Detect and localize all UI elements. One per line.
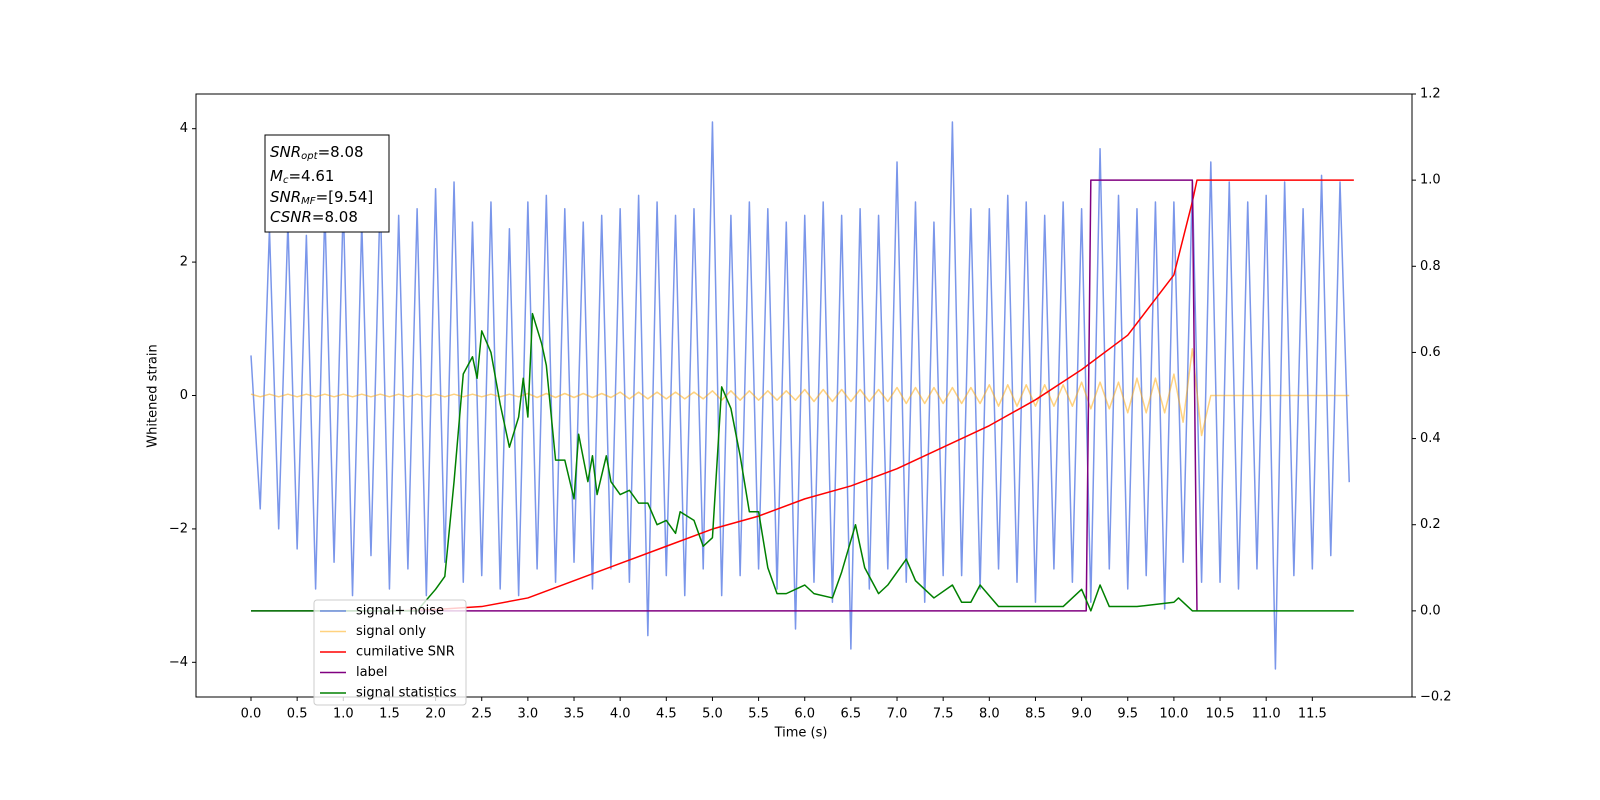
legend-label: signal statistics [356,686,457,701]
x-tick-label: 7.0 [887,707,908,722]
legend-label: label [356,665,387,680]
x-tick-label: 1.5 [379,707,400,722]
y2-tick-label: 0.8 [1420,259,1441,274]
x-tick-label: 4.5 [656,707,677,722]
x-tick-label: 5.5 [748,707,769,722]
annotation-text: Mc=4.61 [270,167,334,187]
y2-tick-label: 0.6 [1420,345,1441,360]
y-tick-label: −2 [169,521,188,536]
y2-tick-label: 0.2 [1420,517,1441,532]
legend-box [313,599,467,706]
x-tick-label: 0.5 [287,707,308,722]
y-tick-label: 2 [180,255,188,270]
legend-label: cumilative SNR [356,645,455,660]
series-line [251,179,1198,612]
y2-tick-label: 1.2 [1420,87,1441,102]
series-line [250,348,1350,437]
annotation-symbol: SNR [270,143,301,161]
x-tick-label: 6.5 [841,707,862,722]
x-axis-label: Time (s) [774,726,828,741]
x-tick-label: 11.0 [1252,707,1281,722]
x-tick-label: 2.0 [425,707,446,722]
y2-tick-label: 0.0 [1420,603,1441,618]
y-axis-label: Whitened strain [146,344,161,447]
x-tick-label: 6.0 [794,707,815,722]
annotation-value: =[9.54] [316,188,374,206]
plot-frame [195,93,1413,698]
x-tick-label: 8.0 [979,707,1000,722]
annotation-symbol: SNR [270,188,301,206]
y-tick-label: −4 [169,655,188,670]
y-tick-label: 0 [180,388,188,403]
annotation-box [264,134,390,233]
annotation-symbol: CSNR [270,208,312,226]
annotation-text: SNRMF=[9.54] [270,188,373,208]
annotation-subscript: opt [301,151,318,162]
legend-label: signal+ noise [356,604,444,619]
x-tick-label: 0.0 [241,707,262,722]
x-tick-label: 11.5 [1298,707,1327,722]
x-tick-label: 9.0 [1071,707,1092,722]
x-tick-label: 2.5 [471,707,492,722]
annotation-subscript: c [283,175,289,186]
x-tick-label: 3.0 [518,707,539,722]
x-tick-label: 7.5 [933,707,954,722]
series-line [398,179,1354,612]
y2-tick-label: 0.4 [1420,431,1441,446]
x-tick-label: 8.5 [1025,707,1046,722]
x-tick-label: 1.0 [333,707,354,722]
x-tick-label: 5.0 [702,707,723,722]
x-tick-label: 4.0 [610,707,631,722]
annotation-subscript: MF [301,196,316,207]
x-tick-label: 3.5 [564,707,585,722]
legend-label: signal only [356,624,426,639]
annotation-value: =8.08 [312,208,358,226]
series-line [251,312,1354,612]
annotation-value: =8.08 [318,143,364,161]
x-tick-label: 10.5 [1206,707,1235,722]
x-tick-label: 9.5 [1117,707,1138,722]
series-line [250,121,1350,670]
y2-tick-label: −0.2 [1420,690,1452,705]
x-tick-label: 10.0 [1159,707,1188,722]
y-tick-label: 4 [180,121,188,136]
annotation-text: CSNR=8.08 [270,208,358,226]
annotation-text: SNRopt=8.08 [270,143,364,163]
annotation-symbol: M [270,167,283,185]
annotation-value: =4.61 [288,167,334,185]
y2-tick-label: 1.0 [1420,173,1441,188]
